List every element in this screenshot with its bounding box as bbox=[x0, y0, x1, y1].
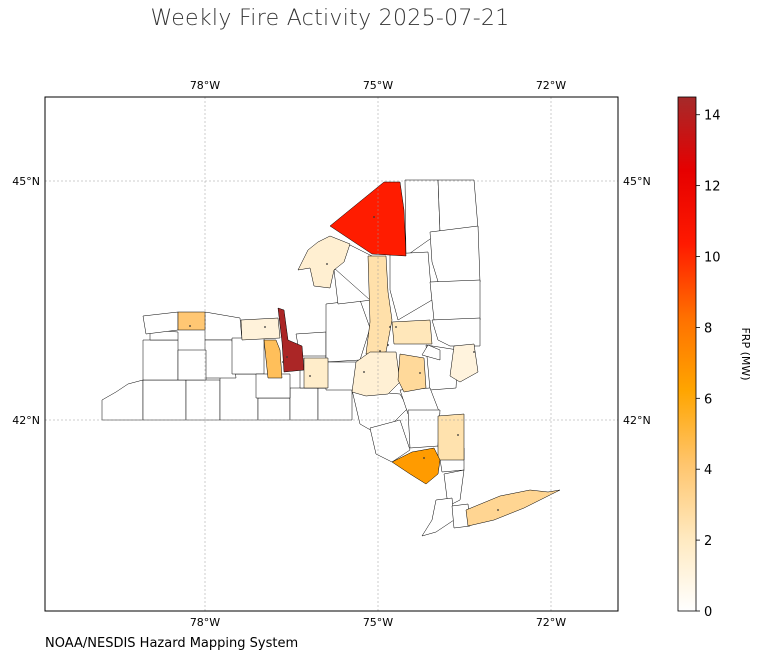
lon-label-top: 78°W bbox=[190, 79, 220, 92]
colorbar-label: FRP (MW) bbox=[739, 327, 752, 380]
lat-label-left: 45°N bbox=[12, 175, 40, 188]
county-shape bbox=[431, 317, 481, 347]
county-otsego-chenango bbox=[351, 351, 401, 397]
colorbar-tick-label: 4 bbox=[704, 463, 712, 478]
county-shape bbox=[437, 179, 479, 233]
lon-label-top: 75°W bbox=[363, 79, 393, 92]
fire-detection-point bbox=[309, 375, 311, 377]
fire-detection-point bbox=[379, 350, 381, 352]
county-dutchess bbox=[437, 413, 465, 461]
county-shape bbox=[325, 299, 371, 363]
lon-label-top: 72°W bbox=[536, 79, 566, 92]
county-shape bbox=[142, 339, 179, 381]
county-rensselaer bbox=[449, 343, 479, 383]
fire-detection-point bbox=[419, 372, 421, 374]
fire-detection-point bbox=[282, 361, 284, 363]
county-shape bbox=[421, 344, 441, 361]
county-shape bbox=[407, 409, 441, 449]
map-frame bbox=[44, 96, 619, 612]
county-shape bbox=[369, 419, 411, 463]
colorbar-tick-label: 10 bbox=[704, 251, 721, 266]
county-st-lawrence bbox=[329, 181, 407, 257]
fire-detection-point bbox=[395, 326, 397, 328]
colorbar bbox=[677, 96, 697, 612]
base-counties bbox=[101, 179, 481, 537]
fire-detection-point bbox=[373, 216, 375, 218]
county-orleans bbox=[177, 311, 206, 331]
fire-detection-point bbox=[286, 356, 288, 358]
county-shape bbox=[231, 337, 265, 375]
colorbar-ticks: 0 2 4 6 8 10 12 14 bbox=[696, 109, 721, 620]
fire-detection-point bbox=[363, 371, 365, 373]
county-shape bbox=[257, 397, 291, 421]
county-shape bbox=[219, 373, 259, 421]
county-schoharie bbox=[397, 353, 427, 393]
fire-detection-point bbox=[389, 326, 391, 328]
gridlines bbox=[45, 97, 618, 611]
lon-label-bottom: 72°W bbox=[536, 616, 566, 629]
county-shape bbox=[177, 349, 207, 381]
county-shape bbox=[451, 503, 471, 529]
colorbar-tick-label: 0 bbox=[704, 605, 712, 620]
lon-label-bottom: 75°W bbox=[363, 616, 393, 629]
lon-label-bottom: 78°W bbox=[190, 616, 220, 629]
county-shape bbox=[142, 311, 179, 335]
fire-detection-point bbox=[264, 326, 266, 328]
colorbar-tick-label: 12 bbox=[704, 180, 721, 195]
county-monroe-west bbox=[240, 317, 281, 341]
chart-title: Weekly Fire Activity 2025-07-21 bbox=[150, 6, 510, 31]
county-orange bbox=[391, 447, 441, 485]
county-jefferson bbox=[297, 235, 351, 289]
county-shape bbox=[101, 379, 144, 421]
county-shape bbox=[204, 339, 237, 379]
colorbar-tick-label: 8 bbox=[704, 321, 712, 336]
county-shape bbox=[204, 311, 243, 341]
lat-label-left: 42°N bbox=[12, 414, 40, 427]
colorbar-tick-label: 6 bbox=[704, 392, 712, 407]
lat-label-right: 42°N bbox=[623, 414, 651, 427]
axis-labels: 78°W 78°W 75°W 75°W 72°W 72°W 45°N 45°N 42°N 42°N bbox=[12, 79, 650, 629]
county-yates-seneca bbox=[277, 307, 305, 373]
county-shape bbox=[429, 279, 481, 321]
fire-detection-point bbox=[457, 434, 459, 436]
fire-detection-point bbox=[497, 509, 499, 511]
fire-detection-point bbox=[326, 263, 328, 265]
county-shape bbox=[429, 225, 481, 289]
lat-label-right: 45°N bbox=[623, 175, 651, 188]
county-shape bbox=[421, 497, 455, 537]
county-shape bbox=[185, 379, 221, 421]
fire-detection-point bbox=[387, 344, 389, 346]
fire-detection-point bbox=[473, 351, 475, 353]
county-ontario bbox=[263, 339, 283, 379]
county-tompkins bbox=[303, 357, 329, 389]
source-credit: NOAA/NESDIS Hazard Mapping System bbox=[45, 636, 299, 651]
fire-points bbox=[189, 216, 499, 511]
colorbar-tick-label: 14 bbox=[704, 109, 721, 124]
colorbar-tick-label: 2 bbox=[704, 534, 712, 549]
county-suffolk bbox=[465, 489, 561, 527]
fire-counties bbox=[177, 181, 561, 527]
county-lewis-herkimer bbox=[365, 255, 393, 355]
county-shape bbox=[142, 379, 187, 421]
county-shape bbox=[317, 387, 353, 421]
county-shape bbox=[443, 469, 465, 507]
fire-detection-point bbox=[189, 325, 191, 327]
fire-detection-point bbox=[423, 457, 425, 459]
county-shape bbox=[389, 251, 433, 321]
county-shape bbox=[289, 387, 319, 421]
county-montgomery bbox=[391, 319, 433, 345]
